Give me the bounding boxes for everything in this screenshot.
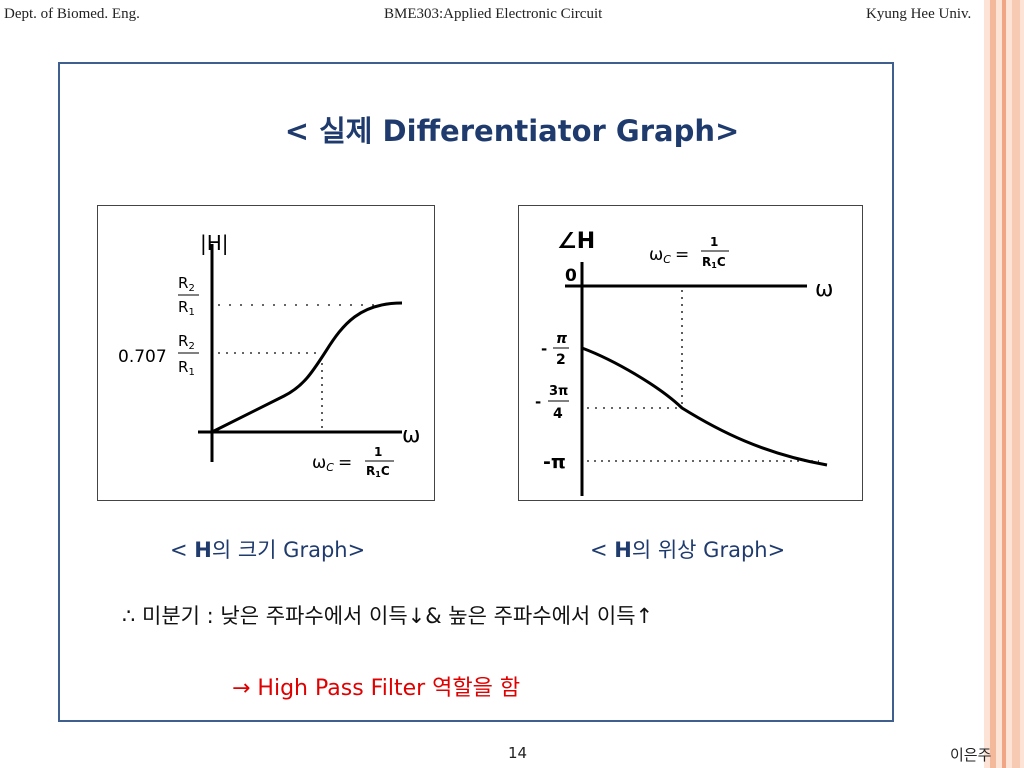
svg-text:R2: R2	[178, 274, 195, 294]
svg-text:R1: R1	[178, 298, 195, 318]
svg-text:ωC=: ωC =	[312, 453, 352, 474]
high-pass-filter-note: → High Pass Filter 역할을 함	[232, 676, 521, 701]
mag-r2: R	[178, 274, 188, 292]
header-dept: Dept. of Biomed. Eng.	[4, 6, 140, 22]
svg-text:R2: R2	[178, 332, 195, 352]
magnitude-caption-pre: <	[170, 538, 195, 562]
mag-wc-num: 1	[374, 445, 382, 459]
phase-wc-den: R	[702, 255, 711, 269]
mag-0707: 0.707	[118, 347, 167, 367]
decorative-stripes	[984, 0, 1024, 768]
phase-wc-sub: C	[663, 253, 671, 266]
magnitude-caption-post: 의 크기 Graph>	[211, 538, 366, 562]
phase-graph: ∠H ω 0 - π 2 - 3π 4 -π ωC = 1 R1C	[518, 205, 863, 501]
conclusion-text: ∴ 미분기 : 낮은 주파수에서 이득↓& 높은 주파수에서 이득↑	[122, 604, 654, 628]
mag-wc-eq: =	[338, 453, 352, 473]
mag-wc-den-sub: 1	[375, 470, 381, 479]
phase-3pi4-den: 4	[553, 406, 563, 422]
mag-r1-sub: 1	[188, 307, 194, 318]
phase-wc-den-tail: C	[717, 255, 726, 269]
svg-text:R1C: R1C	[366, 464, 390, 479]
svg-text:R1: R1	[178, 358, 195, 378]
phase-graph-svg: ∠H ω 0 - π 2 - 3π 4 -π ωC = 1 R1C	[535, 229, 833, 496]
mag-r1b-sub: 1	[188, 367, 194, 378]
phase-3pi4-minus: -	[535, 393, 541, 411]
mag-r2-sub: 2	[188, 283, 194, 294]
mag-wc-den-tail: C	[381, 464, 390, 478]
content-frame	[58, 62, 894, 722]
header-university: Kyung Hee Univ.	[866, 6, 972, 22]
mag-r1: R	[178, 298, 188, 316]
magnitude-caption-h: H	[194, 538, 212, 562]
phase-caption-post: 의 위상 Graph>	[631, 538, 786, 562]
magnitude-caption: < H의 크기 Graph>	[170, 534, 365, 564]
mag-wc-den: R	[366, 464, 375, 478]
mag-r2b-sub: 2	[188, 341, 194, 352]
mag-xlabel: ω	[402, 423, 420, 448]
mag-r2b: R	[178, 332, 188, 350]
phase-curve	[581, 346, 828, 467]
magnitude-graph: |H| ω R2 R1 0.707 R2 R1 ωC = 1 R1C	[97, 205, 435, 501]
mag-ylabel: |H|	[200, 231, 229, 255]
svg-text:ωC=: ωC =	[649, 245, 689, 266]
phase-pi2-minus: -	[541, 340, 547, 358]
phase-3pi4-num: 3π	[549, 384, 568, 399]
phase-minus-pi: -π	[543, 451, 566, 473]
phase-wc-eq: =	[675, 245, 689, 265]
phase-zero: 0	[565, 266, 577, 286]
page-number: 14	[508, 744, 528, 762]
phase-wc-omega: ω	[649, 245, 663, 265]
author-name: 이은주	[950, 746, 992, 764]
phase-wc-den-sub: 1	[711, 261, 717, 270]
phase-ylabel: ∠H	[557, 229, 595, 254]
phase-pi2-num: π	[556, 331, 568, 347]
mag-wc-omega: ω	[312, 453, 326, 473]
phase-pi2-den: 2	[556, 352, 566, 368]
header-course: BME303:Applied Electronic Circuit	[384, 6, 603, 22]
magnitude-graph-svg: |H| ω R2 R1 0.707 R2 R1 ωC = 1 R1C	[118, 231, 420, 479]
mag-wc-sub: C	[326, 461, 334, 474]
magnitude-curve	[211, 301, 403, 434]
phase-caption-h: H	[614, 538, 632, 562]
slide-title: < 실제 Differentiator Graph>	[284, 114, 740, 148]
svg-text:R1C: R1C	[702, 255, 726, 270]
phase-xlabel: ω	[815, 277, 833, 302]
phase-caption-pre: <	[590, 538, 615, 562]
mag-r1b: R	[178, 358, 188, 376]
phase-wc-num: 1	[710, 235, 718, 249]
phase-caption: < H의 위상 Graph>	[590, 534, 785, 564]
